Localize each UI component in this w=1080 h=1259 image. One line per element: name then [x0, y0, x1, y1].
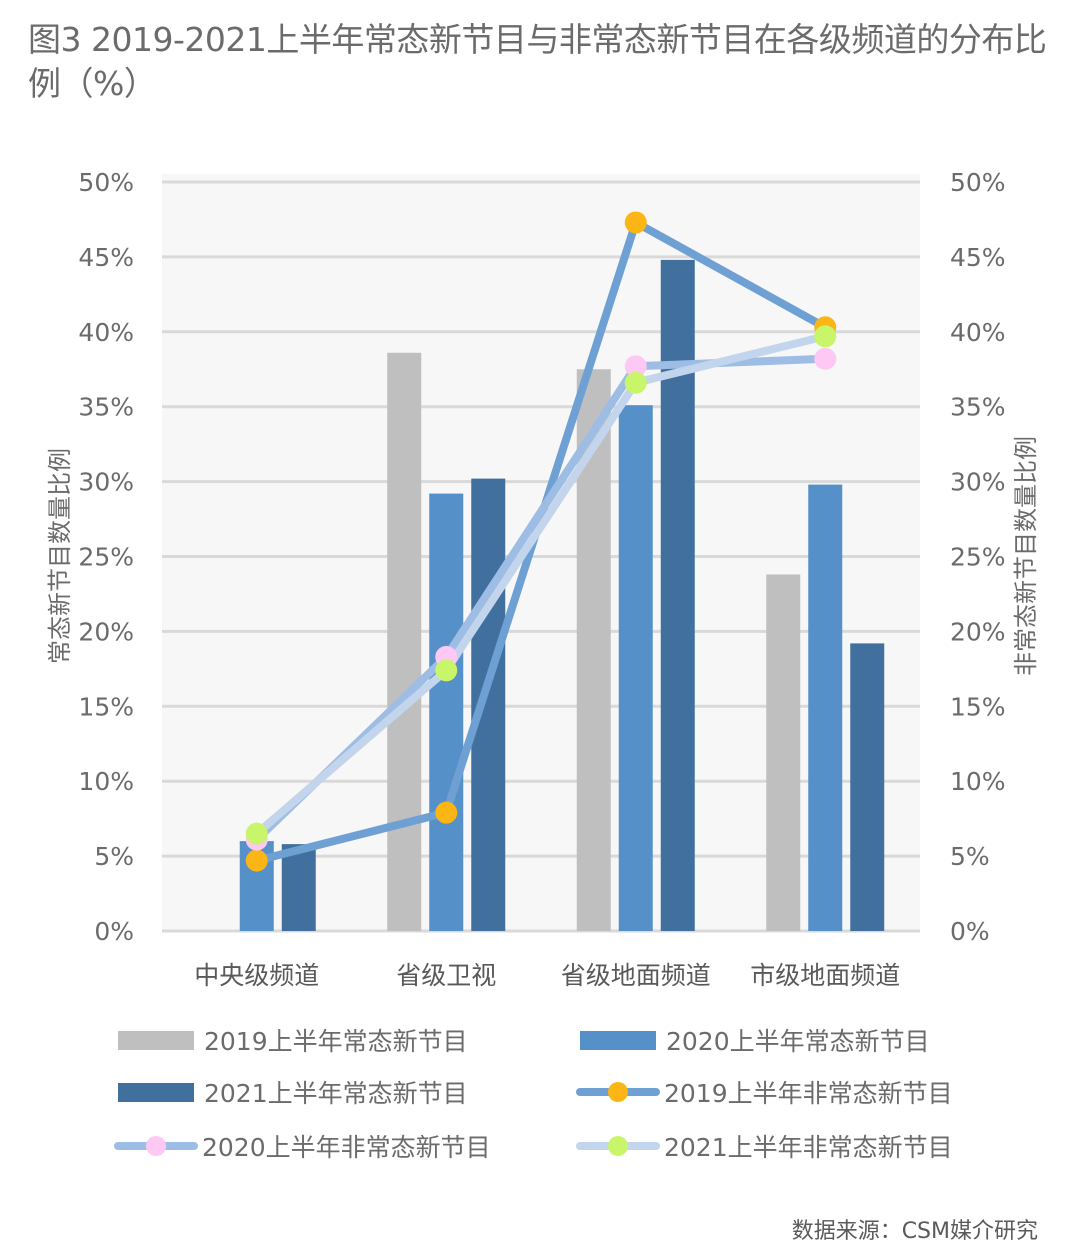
bar-2021上半年常态新节目	[850, 643, 885, 931]
y-tick-label-right: 5%	[950, 842, 990, 871]
line-2021上半年非常态新节目	[252, 332, 830, 838]
data-point-marker	[435, 659, 458, 682]
y-tick-label-right: 10%	[950, 767, 1006, 796]
legend-item-2020-irregular: 2020上半年非常态新节目	[114, 1126, 491, 1166]
x-tick-label: 中央级频道	[194, 961, 319, 990]
y-tick-label-right: 15%	[950, 692, 1006, 721]
circle-marker-icon	[146, 1136, 166, 1156]
legend-swatch-2021-irregular	[576, 1134, 660, 1158]
data-point-marker	[624, 371, 647, 394]
legend-item-2019-irregular: 2019上半年非常态新节目	[576, 1072, 953, 1112]
data-point-marker	[245, 822, 268, 845]
bar-2021上半年常态新节目	[281, 844, 316, 931]
data-source-note: 数据来源：CSM媒介研究	[791, 1219, 1038, 1244]
y-tick-label-right: 25%	[950, 543, 1006, 572]
legend-label: 2019上半年常态新节目	[204, 1027, 468, 1056]
y-axis-title-right: 非常态新节目数量比例	[1012, 436, 1040, 676]
y-tick-label-left: 30%	[78, 468, 134, 497]
y-tick-label-left: 15%	[78, 692, 134, 721]
bar-2019上半年常态新节目	[766, 574, 801, 931]
y-tick-label-right: 0%	[950, 917, 990, 946]
legend-swatch-2020-regular	[580, 1030, 656, 1050]
chart-title: 图3 2019-2021上半年常态新节目与非常态新节目在各级频道的分布比例（%）	[28, 20, 1047, 103]
data-point-marker	[245, 849, 268, 872]
y-tick-label-right: 20%	[950, 617, 1006, 646]
y-tick-label-left: 35%	[78, 393, 134, 422]
bar-2020上半年常态新节目	[808, 484, 843, 931]
data-point-marker	[624, 355, 647, 378]
legend-label: 2019上半年非常态新节目	[664, 1079, 953, 1108]
legend-label: 2021上半年常态新节目	[204, 1079, 468, 1108]
bar-2019上半年常态新节目	[387, 352, 422, 932]
x-tick-label: 省级卫视	[396, 961, 496, 990]
legend-label: 2020上半年非常态新节目	[202, 1133, 491, 1162]
legend-label: 2020上半年常态新节目	[666, 1027, 930, 1056]
y-tick-label-left: 5%	[94, 842, 134, 871]
data-point-marker	[814, 347, 837, 370]
legend-item-2021-irregular: 2021上半年非常态新节目	[576, 1126, 953, 1166]
legend-label: 2021上半年非常态新节目	[664, 1133, 953, 1162]
combo-chart: 0% 0% 5% 5% 10% 10% 15% 15% 20% 20% 25% 25% 30% 30% 35…	[46, 168, 1040, 990]
data-point-marker	[814, 325, 837, 348]
y-tick-label-left: 50%	[78, 168, 134, 197]
y-tick-label-right: 50%	[950, 168, 1006, 197]
y-tick-label-left: 40%	[78, 318, 134, 347]
y-tick-label-left: 10%	[78, 767, 134, 796]
y-tick-label-left: 20%	[78, 617, 134, 646]
y-tick-label-right: 30%	[950, 468, 1006, 497]
y-tick-label-left: 0%	[94, 917, 134, 946]
bar-2020上半年常态新节目	[429, 493, 464, 931]
circle-marker-icon	[608, 1082, 628, 1102]
legend-swatch-2020-irregular	[114, 1134, 198, 1158]
legend-item-2019-regular: 2019上半年常态新节目	[118, 1020, 468, 1060]
legend-swatch-2019-irregular	[576, 1080, 660, 1104]
y-tick-label-left: 45%	[78, 243, 134, 272]
y-tick-label-right: 35%	[950, 393, 1006, 422]
bar-2020上半年常态新节目	[618, 405, 653, 931]
x-tick-label: 省级地面频道	[561, 961, 711, 990]
bar-2021上半年常态新节目	[471, 478, 506, 931]
y-tick-label-right: 45%	[950, 243, 1006, 272]
data-point-marker	[624, 211, 647, 234]
legend-item-2020-regular: 2020上半年常态新节目	[580, 1020, 930, 1060]
y-tick-label-right: 40%	[950, 318, 1006, 347]
circle-marker-icon	[608, 1136, 628, 1156]
y-tick-label-left: 25%	[78, 543, 134, 572]
legend-item-2021-regular: 2021上半年常态新节目	[118, 1072, 468, 1112]
data-point-marker	[435, 801, 458, 824]
legend-swatch-2021-regular	[118, 1082, 194, 1102]
y-axis-title-left: 常态新节目数量比例	[46, 448, 74, 664]
legend-swatch-2019-regular	[118, 1030, 194, 1050]
x-tick-label: 市级地面频道	[750, 961, 900, 990]
